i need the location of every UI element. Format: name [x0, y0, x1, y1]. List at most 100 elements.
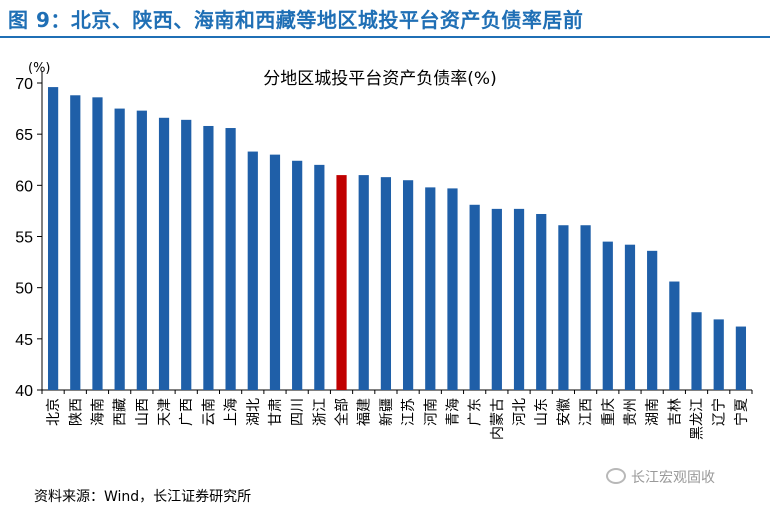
- x-tick-label-group: 四川: [290, 398, 306, 426]
- bar-chart: 分地区城投平台资产负债率(%) (%) 40 45 50 55 60 65 70 北京 陕西海…: [15, 61, 753, 440]
- bar: [447, 188, 458, 390]
- bar: [691, 312, 702, 390]
- bar: [114, 108, 125, 390]
- x-tick-label: 内蒙古: [490, 398, 506, 440]
- y-tick-label: 40: [15, 383, 33, 400]
- x-tick-label-group: 新疆: [379, 398, 395, 426]
- bar: [669, 281, 680, 390]
- bar: [47, 87, 59, 390]
- bar: [336, 175, 347, 390]
- x-tick-label: 黑龙江: [690, 398, 706, 440]
- x-tick-label: 宁夏: [733, 398, 750, 426]
- bars: [47, 87, 747, 390]
- bar: [425, 187, 436, 390]
- x-tick-label: 贵州: [623, 398, 639, 426]
- x-tick-label-group: 内蒙古: [490, 398, 506, 440]
- x-tick-label-group: 贵州: [623, 398, 639, 426]
- x-tick-label: 辽宁: [711, 398, 728, 426]
- x-tick-label-group: 安徽: [556, 398, 572, 426]
- x-tick-label-group: 宁夏: [733, 398, 750, 426]
- x-tick-label-group: 福建: [357, 398, 373, 426]
- bar: [136, 110, 147, 390]
- x-tick-label-group: 广西: [179, 398, 195, 426]
- watermark: 长江宏观固收: [606, 467, 715, 487]
- x-tick-label: 天津: [157, 398, 173, 426]
- bar: [602, 241, 613, 390]
- bar: [314, 164, 325, 390]
- x-tick-label-group: 江西: [579, 398, 595, 426]
- x-tick-label-group: 上海: [224, 398, 240, 426]
- bar: [491, 208, 502, 390]
- x-tick-label: 云南: [201, 398, 217, 426]
- bar: [624, 244, 636, 390]
- x-tick-label: 河北: [512, 398, 528, 426]
- y-tick-label: 50: [15, 281, 33, 298]
- x-tick-label-group: 广东: [468, 398, 484, 426]
- bar: [402, 180, 414, 390]
- bar: [536, 213, 547, 390]
- x-tick-label: 江西: [579, 398, 595, 426]
- x-tick-label: 山东: [534, 398, 550, 426]
- bar: [580, 225, 591, 390]
- bar: [70, 95, 81, 390]
- x-tick-label-group: 湖南: [645, 398, 661, 426]
- x-tick-label-group: 云南: [201, 398, 217, 426]
- x-tick-label-group: 山东: [534, 398, 550, 426]
- bar: [269, 154, 281, 390]
- bar: [469, 204, 480, 390]
- x-tick-label: 陕西: [68, 398, 84, 426]
- bar: [181, 119, 192, 390]
- bar: [735, 326, 747, 390]
- title-divider: [0, 36, 770, 38]
- x-tick-label-group: 河北: [512, 398, 528, 426]
- bar: [225, 128, 236, 390]
- bar: [380, 177, 392, 390]
- y-tick-label: 60: [15, 178, 33, 195]
- source-note: 资料来源：Wind，长江证券研究所: [34, 489, 252, 505]
- x-tick-label: 山西: [135, 398, 151, 426]
- x-tick-label-group: 黑龙江: [690, 398, 706, 440]
- bar: [647, 250, 658, 390]
- x-tick-label: 河南: [423, 398, 439, 426]
- x-tick-label: 浙江: [312, 398, 328, 426]
- x-tick-label: 西藏: [113, 398, 129, 426]
- x-tick-label: 海南: [90, 398, 106, 426]
- x-tick-label-group: 海南: [90, 398, 106, 426]
- x-tick-label-group: 全部: [334, 398, 351, 426]
- bar: [513, 208, 525, 390]
- y-tick-label: 65: [15, 127, 33, 144]
- x-tick-label: 全部: [334, 398, 351, 426]
- x-tick-label-group: 浙江: [312, 398, 328, 426]
- x-tick-label: 安徽: [556, 398, 572, 426]
- bar: [713, 319, 724, 390]
- x-tick-label-group: 湖北: [246, 398, 262, 426]
- x-tick-label-group: 陕西: [68, 398, 84, 426]
- x-tick-label-group: 天津: [157, 398, 173, 426]
- bar: [158, 117, 170, 390]
- x-tick-label-group: 河南: [423, 398, 439, 426]
- x-tick-label: 新疆: [379, 398, 395, 426]
- chart-title: 分地区城投平台资产负债率(%): [263, 69, 496, 89]
- x-tick-label: 重庆: [601, 398, 617, 426]
- y-tick-label: 70: [15, 76, 33, 93]
- bar: [292, 160, 303, 390]
- x-tick-label-group: 青海: [445, 398, 461, 426]
- figure-title: 图 9：北京、陕西、海南和西藏等地区城投平台资产负债率居前: [8, 8, 584, 32]
- x-tick-label-group: 辽宁: [711, 398, 728, 426]
- x-tick-label: 北京: [46, 398, 62, 426]
- bar: [92, 97, 103, 390]
- bar: [358, 175, 369, 390]
- x-tick-labels: 北京 陕西 海南 西藏 山西 天津 广西 云南 上海 湖北 甘肃 四川 浙江 全部 福建 新疆 江苏 河南 青海 广东…: [46, 398, 750, 440]
- x-tick-label: 吉林: [667, 398, 683, 426]
- bar: [558, 225, 569, 390]
- y-tick-label: 45: [15, 332, 33, 349]
- x-tick-label-group: 江苏: [401, 398, 417, 426]
- x-tick-label-group: 山西: [135, 398, 151, 426]
- watermark-text: 长江宏观固收: [631, 470, 715, 486]
- x-tick-label: 上海: [224, 398, 240, 426]
- y-unit-label: (%): [28, 61, 51, 76]
- x-tick-label-group: 重庆: [601, 398, 617, 426]
- x-tick-label: 甘肃: [268, 398, 284, 426]
- x-tick-label: 湖北: [246, 398, 262, 426]
- x-tick-label-group: 北京: [46, 398, 62, 426]
